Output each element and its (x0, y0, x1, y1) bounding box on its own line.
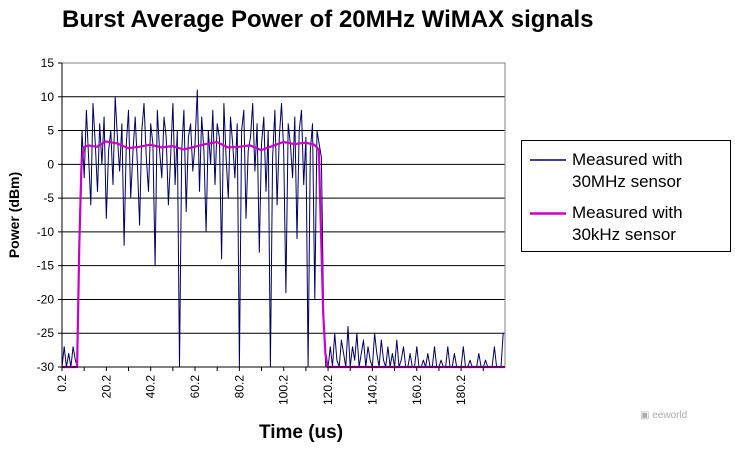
x-tick-label: 40.2 (144, 375, 158, 399)
legend-swatch-30mhz (530, 159, 566, 161)
x-tick-label: 20.2 (99, 375, 113, 399)
gridlines (62, 62, 505, 368)
legend-label: Measured with (572, 203, 683, 222)
x-tick-label: 120.2 (321, 375, 335, 405)
x-tick-label: 160.2 (410, 375, 424, 405)
watermark-logo: ▣ eeworld (640, 410, 688, 421)
legend-label: Measured with (572, 150, 683, 169)
y-tick-label: -15 (37, 259, 55, 273)
series-line-30khz (62, 140, 505, 369)
legend-label: 30kHz sensor (572, 225, 676, 244)
y-tick-label: 10 (41, 90, 55, 104)
legend-item-30mhz: Measured with 30MHz sensor (530, 149, 683, 193)
y-tick-label: 5 (47, 124, 54, 138)
x-axis-label: Time (us) (259, 422, 343, 443)
y-tick-label: -10 (37, 225, 55, 239)
x-tick-label: 140.2 (365, 375, 379, 405)
x-tick-label: 0.2 (55, 375, 69, 392)
y-tick-label: -5 (43, 191, 54, 205)
x-tick-label: 100.2 (277, 375, 291, 405)
chart-title: Burst Average Power of 20MHz WiMAX signa… (62, 6, 594, 33)
legend-label: 30MHz sensor (572, 172, 682, 191)
x-tick-label: 180.2 (454, 375, 468, 405)
y-tick-label: -30 (37, 360, 55, 374)
plot-series (61, 89, 505, 369)
x-axis-ticks: 0.2 20.2 40.2 60.2 80.2 100.2 120.2 140.2 160.2 1… (55, 366, 505, 405)
legend-item-30khz: Measured with 30kHz sensor (530, 202, 683, 246)
y-tick-label: -25 (37, 326, 55, 340)
y-axis-label: Power (dBm) (6, 172, 22, 258)
plot-area-border (61, 62, 506, 368)
y-axis-ticks: 15 10 5 0 -5 -10 -15 -20 -25 -30 (37, 56, 63, 374)
x-tick-label: 60.2 (188, 375, 202, 399)
series-line-30mhz (61, 89, 504, 368)
y-tick-label: 0 (47, 157, 54, 171)
y-tick-label: 15 (41, 56, 55, 70)
x-tick-label: 80.2 (232, 375, 246, 399)
legend: Measured with 30MHz sensor Measured with 3… (521, 140, 731, 252)
legend-swatch-30khz (530, 212, 566, 215)
y-tick-label: -20 (37, 292, 55, 306)
